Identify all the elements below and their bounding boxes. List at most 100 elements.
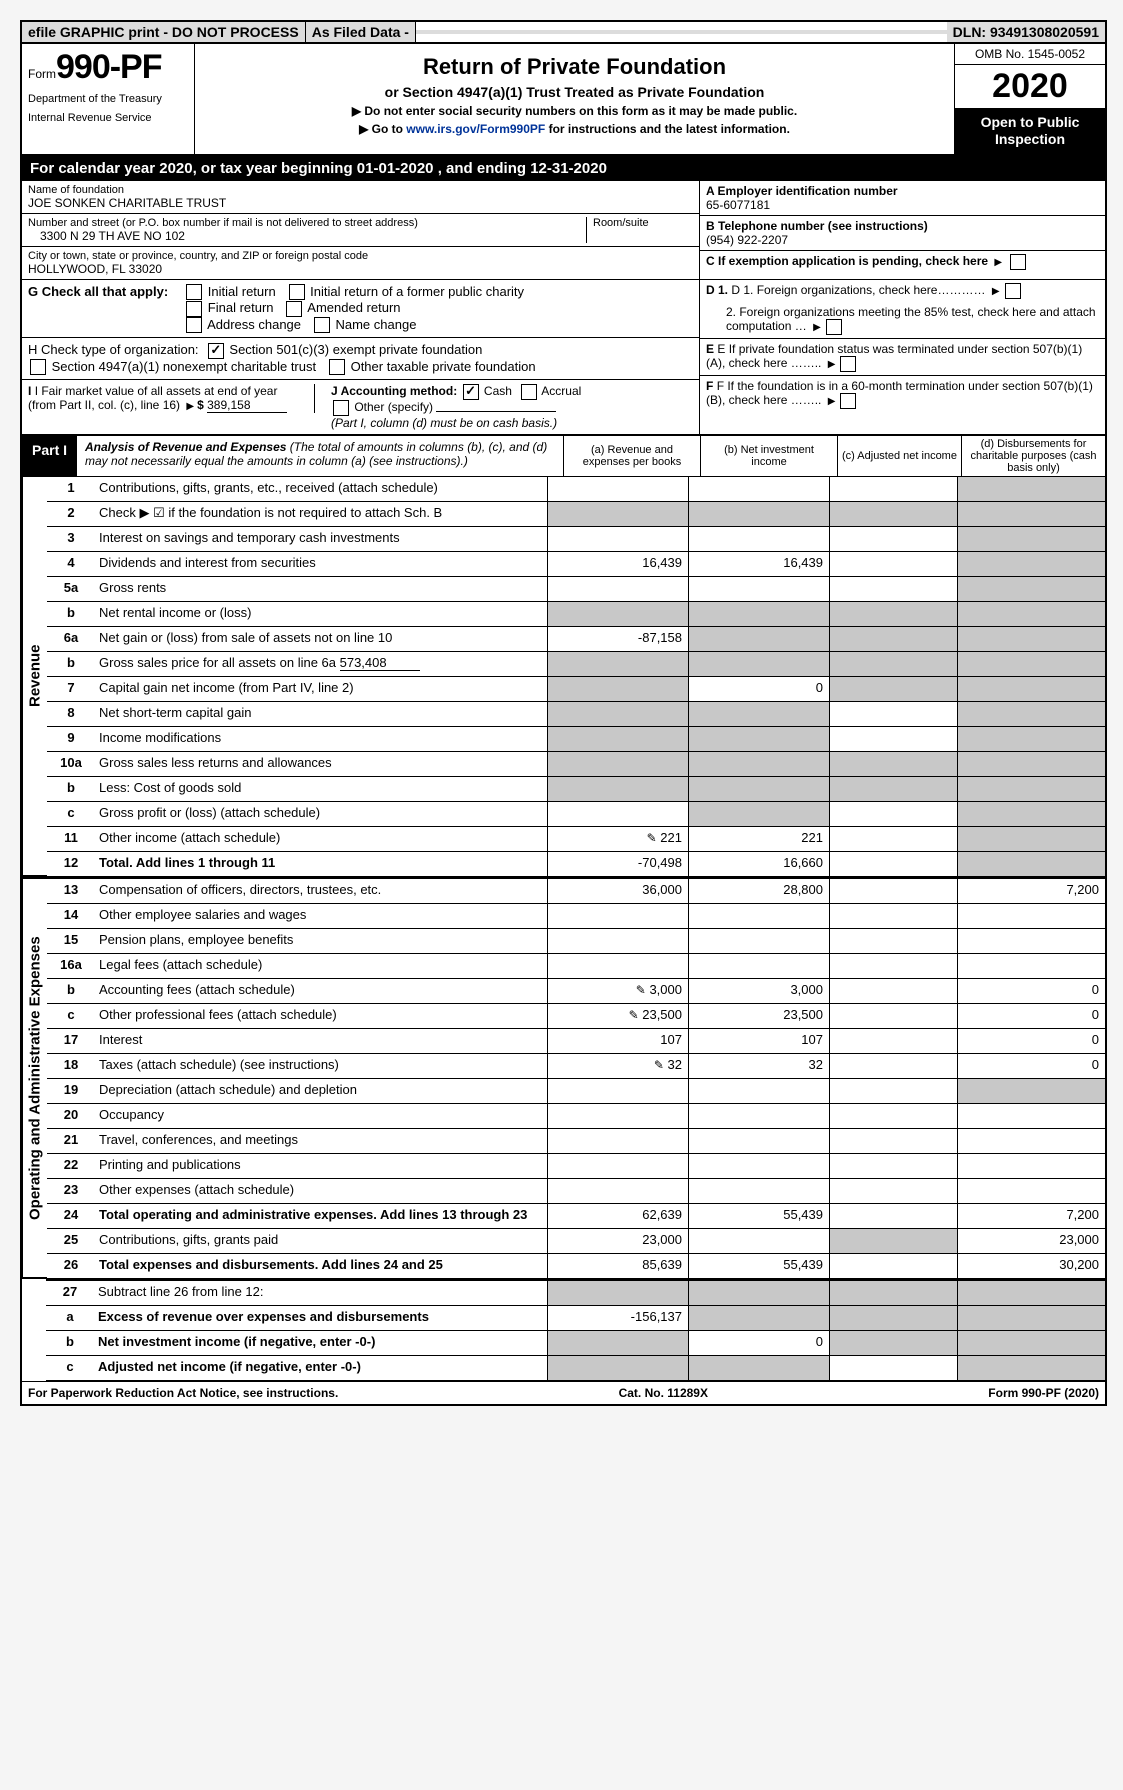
row-label: Gross rents xyxy=(95,577,547,601)
col-d xyxy=(957,827,1105,851)
col-b xyxy=(688,1356,829,1380)
chk-accrual[interactable] xyxy=(521,384,537,400)
col-c xyxy=(829,677,957,701)
col-a: ✎ 32 xyxy=(547,1054,688,1078)
col-d xyxy=(957,502,1105,526)
col-c xyxy=(829,904,957,928)
table-row: 5aGross rents xyxy=(47,577,1105,602)
chk-cash[interactable] xyxy=(463,384,479,400)
row-num: a xyxy=(46,1306,94,1330)
col-a xyxy=(547,677,688,701)
row-num: 16a xyxy=(47,954,95,978)
omb-number: OMB No. 1545-0052 xyxy=(955,44,1105,65)
row-num: 22 xyxy=(47,1154,95,1178)
col-b: 107 xyxy=(688,1029,829,1053)
col-d xyxy=(957,727,1105,751)
ein-label: A Employer identification number xyxy=(706,184,898,198)
irs-link[interactable]: www.irs.gov/Form990PF xyxy=(406,122,545,136)
form-word: Form xyxy=(28,67,56,81)
row-num: b xyxy=(47,777,95,801)
row-h: H Check type of organization: Section 50… xyxy=(22,338,699,380)
col-d xyxy=(957,1331,1105,1355)
note2-pre: ▶ Go to xyxy=(359,122,406,136)
j-note: (Part I, column (d) must be on cash basi… xyxy=(331,416,557,430)
col-d xyxy=(957,802,1105,826)
col-c xyxy=(829,1079,957,1103)
chk-4947[interactable] xyxy=(30,359,46,375)
table-row: 23Other expenses (attach schedule) xyxy=(47,1179,1105,1204)
chk-other-taxable[interactable] xyxy=(329,359,345,375)
table-row: 20Occupancy xyxy=(47,1104,1105,1129)
chk-501c3[interactable] xyxy=(208,343,224,359)
col-c xyxy=(829,577,957,601)
col-c-header: (c) Adjusted net income xyxy=(838,436,962,476)
chk-final[interactable] xyxy=(186,301,202,317)
table-row: bNet investment income (if negative, ent… xyxy=(46,1331,1105,1356)
part1-desc: Analysis of Revenue and Expenses (The to… xyxy=(77,436,564,476)
chk-initial-former[interactable] xyxy=(289,284,305,300)
chk-addr-change[interactable] xyxy=(186,317,202,333)
note-ssn: ▶ Do not enter social security numbers o… xyxy=(201,104,948,118)
col-c xyxy=(829,1004,957,1028)
revenue-label: Revenue xyxy=(22,477,47,877)
col-c xyxy=(829,1054,957,1078)
col-c xyxy=(829,979,957,1003)
chk-f[interactable] xyxy=(840,393,856,409)
row-label: Net short-term capital gain xyxy=(95,702,547,726)
row-num: 13 xyxy=(47,879,95,903)
col-d xyxy=(957,577,1105,601)
checkbox-c[interactable] xyxy=(1010,254,1026,270)
col-a xyxy=(547,1079,688,1103)
col-a xyxy=(547,1281,688,1305)
row-label: Other expenses (attach schedule) xyxy=(95,1179,547,1203)
row-label: Compensation of officers, directors, tru… xyxy=(95,879,547,903)
col-a xyxy=(547,477,688,501)
col-d xyxy=(957,777,1105,801)
table-row: bNet rental income or (loss) xyxy=(47,602,1105,627)
col-c xyxy=(829,527,957,551)
col-d xyxy=(957,852,1105,876)
row-label: Excess of revenue over expenses and disb… xyxy=(94,1306,547,1330)
chk-name-change[interactable] xyxy=(314,317,330,333)
tax-year: 2020 xyxy=(955,65,1105,108)
form-header: Form990-PF Department of the Treasury In… xyxy=(22,44,1105,156)
row-label: Travel, conferences, and meetings xyxy=(95,1129,547,1153)
chk-e[interactable] xyxy=(840,356,856,372)
line-e: E E If private foundation status was ter… xyxy=(700,338,1105,375)
name-label: Name of foundation xyxy=(28,184,693,196)
col-a: 85,639 xyxy=(547,1254,688,1278)
footer-right: Form 990-PF (2020) xyxy=(988,1386,1099,1400)
chk-d2[interactable] xyxy=(826,319,842,335)
line-d1: D 1. D 1. Foreign organizations, check h… xyxy=(700,280,1105,302)
col-d: 7,200 xyxy=(957,1204,1105,1228)
row-num: 17 xyxy=(47,1029,95,1053)
col-b xyxy=(688,904,829,928)
chk-initial[interactable] xyxy=(186,284,202,300)
col-c xyxy=(829,1229,957,1253)
row-num: 3 xyxy=(47,527,95,551)
col-b xyxy=(688,929,829,953)
expense-label: Operating and Administrative Expenses xyxy=(22,879,47,1279)
form-page: efile GRAPHIC print - DO NOT PROCESS As … xyxy=(20,20,1107,1406)
chk-d1[interactable] xyxy=(1005,283,1021,299)
col-b xyxy=(688,627,829,651)
row-num: 10a xyxy=(47,752,95,776)
col-a: -70,498 xyxy=(547,852,688,876)
col-b xyxy=(688,1179,829,1203)
col-b xyxy=(688,577,829,601)
col-d xyxy=(957,1129,1105,1153)
chk-other-method[interactable] xyxy=(333,400,349,416)
col-a xyxy=(547,727,688,751)
col-d: 0 xyxy=(957,1054,1105,1078)
expense-rows: 13Compensation of officers, directors, t… xyxy=(47,879,1105,1279)
col-b: 221 xyxy=(688,827,829,851)
row-label: Taxes (attach schedule) (see instruction… xyxy=(95,1054,547,1078)
col-d xyxy=(957,752,1105,776)
attach-icon: ✎ xyxy=(647,831,657,845)
row-label: Contributions, gifts, grants, etc., rece… xyxy=(95,477,547,501)
chk-amended[interactable] xyxy=(286,301,302,317)
col-a xyxy=(547,527,688,551)
col-a xyxy=(547,752,688,776)
table-row: 26Total expenses and disbursements. Add … xyxy=(47,1254,1105,1279)
arrow-icon xyxy=(825,393,839,407)
